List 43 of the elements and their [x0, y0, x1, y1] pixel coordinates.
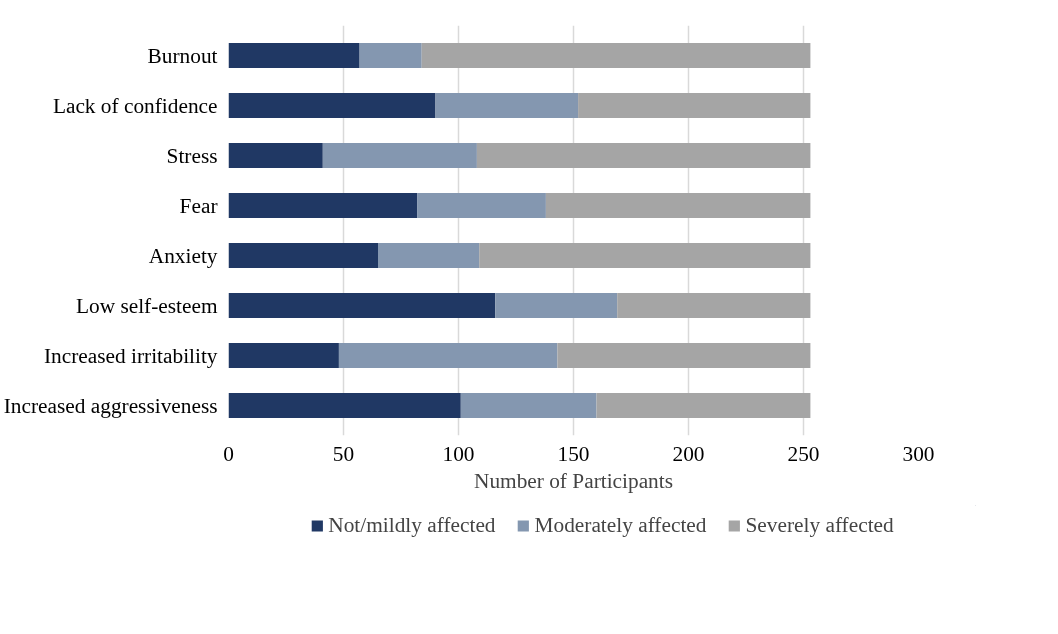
bar: [476, 143, 811, 168]
y-tick-label: Increased aggressiveness: [3, 393, 218, 418]
x-tick-label: 250: [787, 441, 820, 466]
bar: [228, 243, 378, 268]
bar: [545, 193, 811, 218]
x-tick-label: 300: [902, 441, 935, 466]
bar: [557, 343, 811, 368]
bar: [596, 393, 811, 418]
y-tick-label: Lack of confidence: [52, 93, 218, 118]
bar: [435, 93, 579, 118]
legend-label: Moderately affected: [534, 512, 707, 538]
bar: [617, 293, 811, 318]
bar: [228, 43, 360, 68]
bar: [417, 193, 546, 218]
y-tick-label: Fear: [179, 193, 218, 218]
bar: [338, 343, 558, 368]
y-tick-label: Increased irritability: [43, 343, 218, 368]
x-tick-label: 200: [672, 441, 705, 466]
bar: [228, 193, 418, 218]
x-tick-label: 0: [223, 441, 234, 466]
bar: [479, 243, 811, 268]
x-tick-label: 100: [442, 441, 475, 466]
bar: [228, 143, 323, 168]
bar: [322, 143, 477, 168]
bar: [228, 93, 436, 118]
bar: [228, 293, 496, 318]
x-tick-label: 150: [557, 441, 590, 466]
bar: [228, 393, 461, 418]
bar: [421, 43, 811, 68]
bar: [578, 93, 811, 118]
y-tick-label: Burnout: [147, 43, 218, 68]
legend-label: Not/mildly affected: [328, 512, 496, 538]
legend-label: Severely affected: [745, 512, 894, 538]
bar: [378, 243, 480, 268]
x-tick-label: 50: [332, 441, 355, 466]
y-tick-label: Low self-esteem: [75, 293, 218, 318]
y-tick-label: Stress: [166, 143, 218, 168]
x-axis-title: Number of Participants: [473, 468, 674, 493]
y-tick-label: Anxiety: [148, 243, 218, 268]
bar: [228, 343, 339, 368]
bar: [460, 393, 597, 418]
bar: [359, 43, 422, 68]
bar: [495, 293, 618, 318]
